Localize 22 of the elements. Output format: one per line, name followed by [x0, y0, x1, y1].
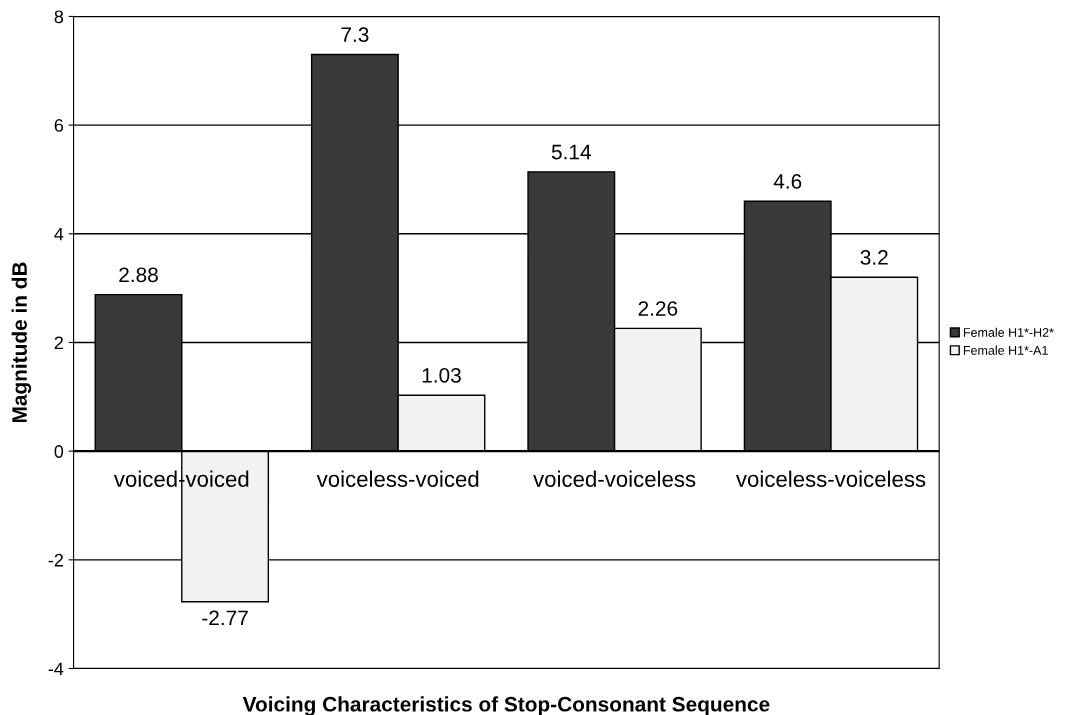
data-label: -2.77 — [202, 610, 248, 626]
legend-label: Female H1*-A1 — [963, 345, 1048, 355]
x-tick-label: voiced-voiceless — [533, 470, 696, 487]
data-label: 4.6 — [773, 174, 802, 189]
legend-label: Female H1*-H2* — [963, 327, 1054, 337]
data-label: 2.26 — [638, 301, 678, 316]
data-label: 3.2 — [860, 250, 888, 265]
data-label: 5.14 — [551, 144, 591, 160]
y-tick-label: 4 — [54, 227, 64, 241]
x-tick-label: voiceless-voiceless — [735, 470, 926, 487]
x-tick-label: voiceless-voiced — [316, 470, 479, 487]
y-axis-title: Magnitude in dB — [11, 262, 32, 423]
y-tick-label: -2 — [48, 553, 63, 567]
y-tick-label: 6 — [54, 119, 64, 132]
data-label: 1.03 — [422, 367, 461, 383]
y-tick-label: -4 — [48, 662, 64, 676]
y-tick-label: 8 — [54, 10, 64, 24]
x-axis-title: Voicing Characteristics of Stop-Consonant Sequence — [242, 696, 770, 715]
data-label: 7.3 — [341, 27, 369, 43]
y-tick-label: 2 — [54, 336, 63, 350]
data-label: 2.88 — [119, 267, 158, 283]
y-tick-label: 0 — [54, 445, 64, 458]
